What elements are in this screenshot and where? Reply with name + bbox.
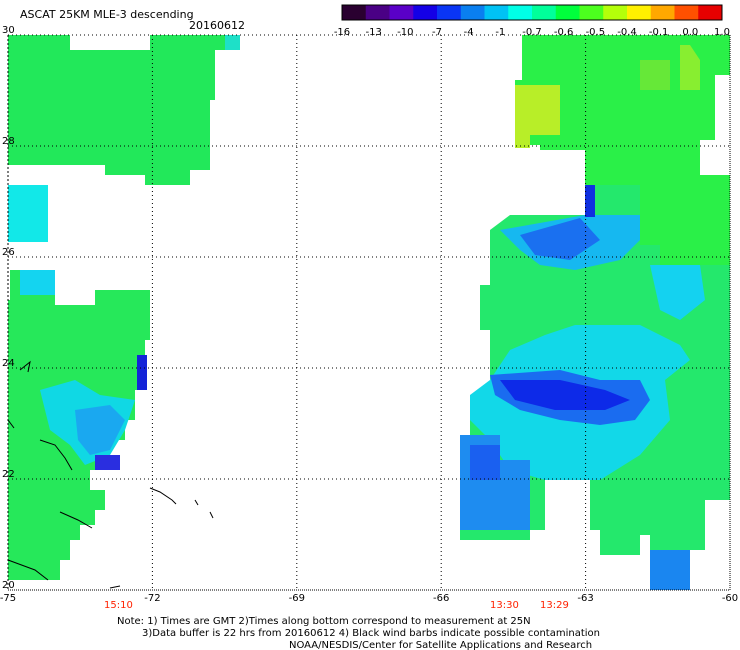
map-date: 20160612	[189, 19, 245, 32]
latitude-labels: 30 28 26 24 22 20	[2, 25, 15, 591]
pass-time-1: 15:10	[104, 600, 133, 611]
pass-time-3: 13:29	[540, 600, 569, 611]
colorbar-label: -7	[432, 27, 442, 38]
colorbar-label: -0.1	[649, 27, 669, 38]
longitude-tick-label: -72	[144, 593, 160, 604]
latitude-tick-label: 20	[2, 580, 15, 591]
lat-lon-grid	[7, 34, 731, 591]
colorbar-swatch	[365, 5, 390, 20]
longitude-tick-label: -66	[433, 593, 449, 604]
colorbar-swatch	[413, 5, 438, 20]
latitude-tick-label: 26	[2, 247, 15, 258]
colorbar-label: -10	[397, 27, 413, 38]
colorbar-label: -4	[464, 27, 474, 38]
colorbar-swatch	[603, 5, 628, 20]
pass-time-2: 13:30	[490, 600, 519, 611]
colorbar-swatch	[484, 5, 509, 20]
colorbar-labels: -16 -13 -10 -7 -4 -1 -0.7 -0.6 -0.5 -0.4 -0.1 0.0 1.…	[334, 27, 730, 38]
latitude-tick-label: 24	[2, 358, 15, 369]
colorbar-label: -0.5	[586, 27, 606, 38]
colorbar-label: -0.7	[522, 27, 542, 38]
colorbar-swatch	[389, 5, 414, 20]
colorbar-swatch	[460, 5, 485, 20]
colorbar-swatch	[674, 5, 699, 20]
longitude-labels: -75 -72 -69 -66 -63 -60	[0, 593, 738, 604]
colorbar-label: 1.0	[714, 27, 730, 38]
colorbar-label: -16	[334, 27, 350, 38]
colorbar-swatch	[627, 5, 652, 20]
wind-retrieval-field	[8, 35, 730, 590]
latitude-tick-label: 30	[2, 25, 15, 36]
colorbar-swatch	[342, 5, 367, 20]
latitude-tick-label: 22	[2, 469, 15, 480]
map-title: ASCAT 25KM MLE-3 descending	[20, 8, 194, 21]
note-line-3: NOAA/NESDIS/Center for Satellite Applica…	[289, 640, 592, 650]
colorbar-label: -0.6	[554, 27, 574, 38]
note-line-1: Note: 1) Times are GMT 2)Times along bot…	[117, 616, 531, 627]
colorbar-swatch	[650, 5, 675, 20]
longitude-tick-label: -69	[289, 593, 305, 604]
colorbar-swatch	[555, 5, 580, 20]
colorbar-frame	[341, 4, 723, 21]
longitude-tick-label: -63	[577, 593, 593, 604]
colorbar-label: -13	[365, 27, 381, 38]
colorbar-swatch	[698, 5, 723, 20]
colorbar-swatch	[532, 5, 557, 20]
latitude-tick-label: 28	[2, 136, 15, 147]
colorbar-swatch	[437, 5, 462, 20]
nw-swath	[8, 35, 240, 185]
colorbar	[341, 4, 723, 21]
colorbar-label: 0.0	[682, 27, 698, 38]
longitude-tick-label: -60	[722, 593, 738, 604]
colorbar-swatch	[508, 5, 533, 20]
colorbar-label: -0.4	[617, 27, 637, 38]
coastlines	[7, 360, 214, 589]
note-line-2: 3)Data buffer is 22 hrs from 20160612 4)…	[142, 628, 600, 639]
colorbar-swatch	[579, 5, 604, 20]
map-frame	[7, 34, 731, 591]
colorbar-label: -1	[495, 27, 505, 38]
ne-swath	[515, 35, 730, 265]
longitude-tick-label: -75	[0, 593, 16, 604]
